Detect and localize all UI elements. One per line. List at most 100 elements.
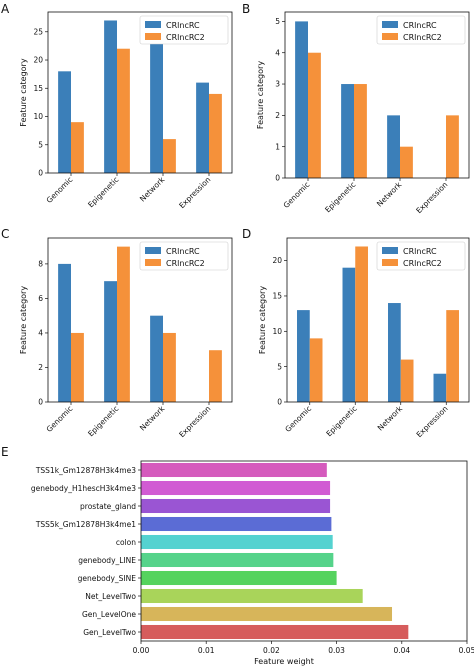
panel-b-bar-network-crlncrc2 — [400, 146, 413, 178]
panel-e-x-tick-label: 0.02 — [263, 646, 280, 655]
panel-a-y-tick-label: 0 — [38, 169, 43, 178]
panel-e-x-tick-label: 0.00 — [133, 646, 150, 655]
panel-d-bar-network-crlncrc2 — [400, 359, 414, 402]
panel-a-legend-swatch-crlncrc — [145, 21, 161, 28]
panel-a-legend-label-crlncrc: CRlncRC — [166, 21, 200, 30]
panel-a-bar-network-crlncrc — [150, 37, 163, 173]
panel-c-x-tick-label: Epigenetic — [86, 404, 120, 438]
panel-a-bar-epigenetic-crlncrc2 — [117, 48, 130, 173]
panel-e-bar-gen_levelone — [141, 606, 393, 622]
panel-e-bar-genebody_sine — [141, 570, 337, 586]
panel-a-bar-expression-crlncrc2 — [209, 93, 222, 173]
panel-b-bar-epigenetic-crlncrc2 — [354, 84, 367, 178]
panel-a-bar-expression-crlncrc — [196, 82, 209, 173]
panel-e-letter: E — [1, 445, 9, 459]
panel-c-bar-epigenetic-crlncrc — [104, 281, 117, 402]
panel-e-y-tick-label: colon — [116, 538, 136, 547]
panel-a-x-tick-label: Expression — [177, 175, 212, 210]
panel-a-axes-frame — [47, 11, 233, 174]
panel-b-y-tick-label: 4 — [275, 48, 280, 57]
panel-b-axes-frame — [284, 11, 470, 179]
panel-a-bar-genomic-crlncrc2 — [71, 122, 84, 173]
panel-c-legend-label-crlncrc2: CRlncRC2 — [166, 259, 205, 268]
panel-e-bar-genebody_h1hesch3k4me3 — [141, 480, 331, 496]
panel-b-bar-epigenetic-crlncrc — [341, 84, 354, 178]
panel-b-legend-box — [376, 15, 466, 45]
panel-d-x-tick-label: Expression — [415, 404, 450, 439]
panel-d-y-tick-label: 10 — [272, 327, 282, 336]
panel-d-y-tick-label: 5 — [277, 362, 282, 371]
panel-c-legend-swatch-crlncrc — [145, 247, 161, 254]
panel-c-bar-network-crlncrc — [150, 315, 163, 402]
panel-a-legend-label-crlncrc2: CRlncRC2 — [166, 33, 205, 42]
panel-b-y-tick-label: 3 — [275, 80, 280, 89]
panel-a-bar-genomic-crlncrc — [58, 71, 71, 173]
panel-d-bar-genomic-crlncrc2 — [309, 338, 323, 402]
panel-b-y-tick-label: 2 — [275, 111, 280, 120]
panel-a-y-tick-label: 5 — [38, 140, 43, 149]
panel-a-x-tick-label: Network — [138, 175, 167, 204]
panel-d-bar-expression-crlncrc — [433, 373, 447, 402]
panel-a-bar-epigenetic-crlncrc — [104, 20, 117, 174]
panel-b-legend-swatch-crlncrc — [382, 21, 398, 28]
panel-d-axes-frame — [286, 237, 470, 403]
panel-d-x-tick-label: Network — [376, 404, 405, 433]
panel-c-y-axis-label: Feature category — [19, 286, 28, 354]
panel-c-bar-epigenetic-crlncrc2 — [117, 246, 130, 402]
panel-e-bar-net_leveltwo — [141, 588, 363, 604]
panel-e: E TSS1k_Gm12878H3k4me3 genebody_H1hescH3k… — [1, 445, 474, 666]
panel-d-bar-epigenetic-crlncrc — [342, 267, 356, 402]
panel-e-bar-tss1k_gm12878h3k4me3 — [141, 462, 327, 478]
panel-e-y-tick-label: TSS5k_Gm12878H3k4me1 — [35, 520, 136, 529]
panel-e-y-tick-label: prostate_gland — [80, 502, 136, 511]
panel-d-bar-expression-crlncrc2 — [446, 310, 459, 402]
panel-c-legend-label-crlncrc: CRlncRC — [166, 247, 200, 256]
panel-d-bar-network-crlncrc — [388, 303, 401, 402]
panel-b-bar-genomic-crlncrc2 — [308, 52, 321, 178]
panel-c-legend-box — [139, 241, 229, 271]
panel-b-y-tick-label: 5 — [275, 17, 280, 26]
panel-a-y-tick-label: 25 — [33, 27, 43, 36]
panel-a-x-tick-label: Epigenetic — [86, 175, 120, 209]
panel-e-bar-colon — [141, 534, 333, 550]
panel-c-y-tick-label: 6 — [38, 294, 43, 303]
panel-d-bar-genomic-crlncrc — [297, 310, 310, 402]
panel-c-y-tick-label: 4 — [38, 329, 43, 338]
panel-d: D Genomic Epigenetic Network Expression 0 5 10… — [242, 227, 470, 439]
panel-b: B Genomic Epigenetic Network Expression 0 1 2 3… — [242, 2, 470, 215]
panel-d-letter: D — [242, 227, 251, 241]
panel-a-legend-box — [139, 15, 229, 45]
panel-b-letter: B — [242, 2, 250, 16]
panel-a-y-axis-label: Feature category — [19, 58, 28, 126]
panel-a-legend-swatch-crlncrc2 — [145, 33, 161, 40]
panel-c-bar-expression-crlncrc2 — [209, 350, 222, 402]
panel-e-y-tick-label: TSS1k_Gm12878H3k4me3 — [35, 466, 136, 475]
panel-c-axes-frame — [47, 237, 233, 403]
panel-d-legend-swatch-crlncrc2 — [382, 259, 398, 266]
panel-c: C Genomic Epigenetic Network Expression 0 2 4 6… — [1, 227, 233, 439]
panel-a: A Genomic Epigenetic Network Expression 0 5 10… — [1, 2, 233, 210]
panel-d-y-axis-label: Feature category — [258, 286, 267, 354]
panel-d-y-tick-label: 0 — [277, 398, 282, 407]
panel-b-bar-network-crlncrc — [387, 115, 400, 178]
panel-c-x-tick-label: Genomic — [45, 404, 75, 434]
panel-c-y-tick-label: 8 — [38, 259, 43, 268]
panel-a-y-tick-label: 20 — [33, 56, 43, 65]
panel-b-y-tick-label: 0 — [275, 174, 280, 183]
panel-c-letter: C — [1, 227, 9, 241]
panel-c-legend-swatch-crlncrc2 — [145, 259, 161, 266]
panel-b-bar-expression-crlncrc2 — [446, 115, 459, 178]
panel-b-x-tick-label: Network — [375, 180, 404, 209]
panel-d-x-tick-label: Genomic — [283, 404, 313, 434]
panel-e-y-tick-label: Gen_LevelTwo — [83, 628, 136, 637]
panel-c-y-tick-label: 0 — [38, 398, 43, 407]
panel-e-bar-prostate_gland — [141, 498, 331, 514]
panel-d-bar-epigenetic-crlncrc2 — [355, 246, 368, 402]
panel-e-bar-gen_leveltwo — [141, 624, 409, 640]
panel-c-bar-genomic-crlncrc — [58, 263, 71, 402]
panel-e-y-tick-label: genebody_SINE — [78, 574, 137, 583]
panel-b-bar-genomic-crlncrc — [295, 21, 308, 179]
panel-c-x-tick-label: Network — [138, 404, 167, 433]
panel-b-y-tick-label: 1 — [275, 142, 280, 151]
